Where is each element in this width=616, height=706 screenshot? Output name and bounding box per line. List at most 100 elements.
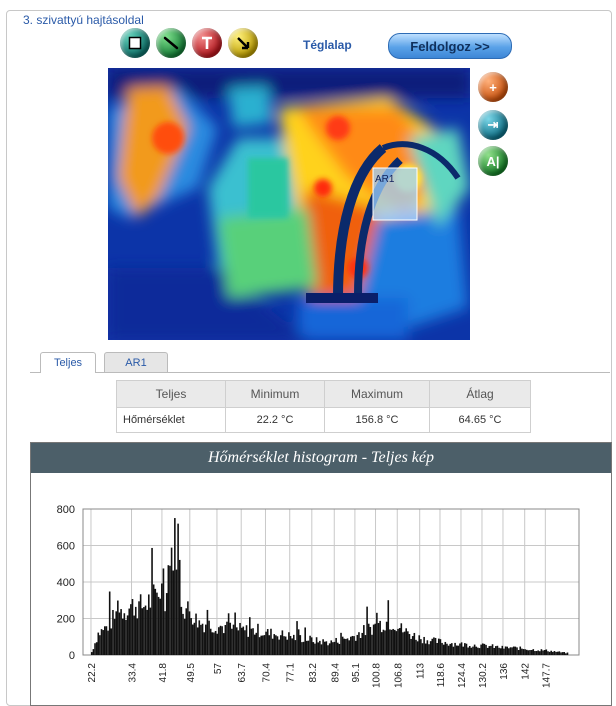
histogram-bar <box>244 630 246 655</box>
thermal-image-canvas: AR1 <box>108 68 470 340</box>
histogram-bar <box>134 606 137 655</box>
histogram-bar <box>468 646 471 655</box>
histogram-bar <box>444 641 447 655</box>
histogram-bar <box>527 650 530 655</box>
histogram-bar <box>548 651 551 655</box>
histogram-bar <box>534 651 536 655</box>
histogram-bar <box>146 609 148 655</box>
histogram-bar <box>174 518 176 655</box>
histogram-bar <box>169 565 171 655</box>
histogram-bar <box>405 628 407 655</box>
histogram-bar <box>117 600 119 655</box>
x-tick-label: 113 <box>416 663 427 679</box>
histogram-bar <box>317 642 320 655</box>
thermal-image[interactable]: AR1 <box>108 68 470 340</box>
histogram-bar <box>319 640 321 655</box>
histogram-bar <box>413 632 416 655</box>
min-value: 22.2 °C <box>225 407 325 433</box>
histogram-bar <box>227 613 230 655</box>
x-tick-label: 142 <box>521 663 532 680</box>
histogram-bar <box>498 647 500 655</box>
histogram-bar <box>530 650 533 655</box>
histogram-bar <box>320 644 323 655</box>
histogram-bar <box>103 626 106 655</box>
histogram-bar <box>307 640 310 655</box>
histogram-bar <box>543 650 546 655</box>
histogram-bar <box>538 651 541 655</box>
histogram-bar <box>455 645 458 655</box>
histogram-bar <box>379 620 381 655</box>
histogram-bar <box>384 630 386 655</box>
histogram-bar <box>188 611 191 655</box>
histogram-bar <box>499 648 502 655</box>
histogram-bar <box>410 638 412 655</box>
histogram-bar <box>113 618 116 655</box>
histogram-bar <box>322 639 324 655</box>
histogram-bar <box>144 605 147 655</box>
histogram-bar <box>231 628 233 655</box>
histogram-bar <box>490 645 492 655</box>
col-header: Teljes <box>116 380 226 408</box>
histogram-bar <box>485 644 487 655</box>
x-tick-label: 130.2 <box>478 663 489 688</box>
x-tick-label: 70.4 <box>261 663 272 683</box>
rectangle-tool-button[interactable] <box>120 28 150 58</box>
histogram-bar <box>540 649 543 655</box>
histogram-bar <box>297 629 300 655</box>
process-button[interactable]: Feldolgoz >> <box>388 33 512 59</box>
histogram-bar <box>423 636 425 655</box>
line-tool-button[interactable] <box>156 28 186 58</box>
histogram-bar <box>284 636 287 655</box>
histogram-bar <box>503 648 505 655</box>
histogram-bar <box>208 620 210 655</box>
histogram-bar <box>205 624 207 655</box>
x-tick-label: 106.8 <box>393 663 404 688</box>
histogram-bar <box>198 620 201 655</box>
table-header-row: Teljes Minimum Maximum Átlag <box>116 380 531 408</box>
histogram-bar <box>459 643 461 655</box>
histogram-bar <box>553 651 556 655</box>
col-header: Minimum <box>225 380 325 408</box>
mode-label: Téglalap <box>303 38 352 52</box>
histogram-bar <box>517 650 520 655</box>
histogram-bar <box>460 642 463 655</box>
x-tick-label: 100.8 <box>372 663 383 688</box>
histogram-bar <box>552 651 554 655</box>
histogram-bar <box>154 588 157 655</box>
histogram-bar <box>278 639 280 655</box>
histogram-bar <box>516 647 518 655</box>
histogram-bar <box>262 635 264 655</box>
histogram-bar <box>343 638 346 655</box>
histogram-bar <box>327 645 329 655</box>
x-tick-label: 41.8 <box>158 663 169 683</box>
histogram-bar <box>330 640 333 655</box>
histogram-bar <box>395 631 398 655</box>
histogram-bar <box>434 637 437 655</box>
roi-rectangle[interactable] <box>372 167 418 221</box>
x-tick-label: 33.4 <box>128 663 139 683</box>
histogram-bar <box>97 632 100 655</box>
text-tool-button[interactable] <box>192 28 222 58</box>
pointer-tool-button[interactable] <box>228 28 258 58</box>
add-measure-button[interactable]: + <box>478 72 508 102</box>
histogram-bar <box>411 636 414 655</box>
histogram-bar <box>214 630 217 655</box>
y-tick-label: 0 <box>69 650 75 662</box>
histogram-bar <box>107 630 109 655</box>
histogram-bar <box>183 618 186 655</box>
histogram-bar <box>253 634 256 655</box>
histogram-bar <box>486 647 489 655</box>
histogram-bar <box>123 613 126 655</box>
tab-teljes[interactable]: Teljes <box>40 352 96 373</box>
histogram-bar <box>193 622 196 655</box>
histogram-bar <box>335 637 337 655</box>
histogram-bar <box>147 594 150 655</box>
tab-ar1[interactable]: AR1 <box>104 352 168 372</box>
histogram-bar <box>294 640 297 655</box>
export-button[interactable]: ⇥ <box>478 110 508 140</box>
histogram-bar <box>385 621 388 655</box>
auto-label-button[interactable]: A| <box>478 146 508 176</box>
histogram-bar <box>195 613 197 655</box>
histogram-bar <box>436 642 438 655</box>
histogram-bar <box>333 641 336 655</box>
